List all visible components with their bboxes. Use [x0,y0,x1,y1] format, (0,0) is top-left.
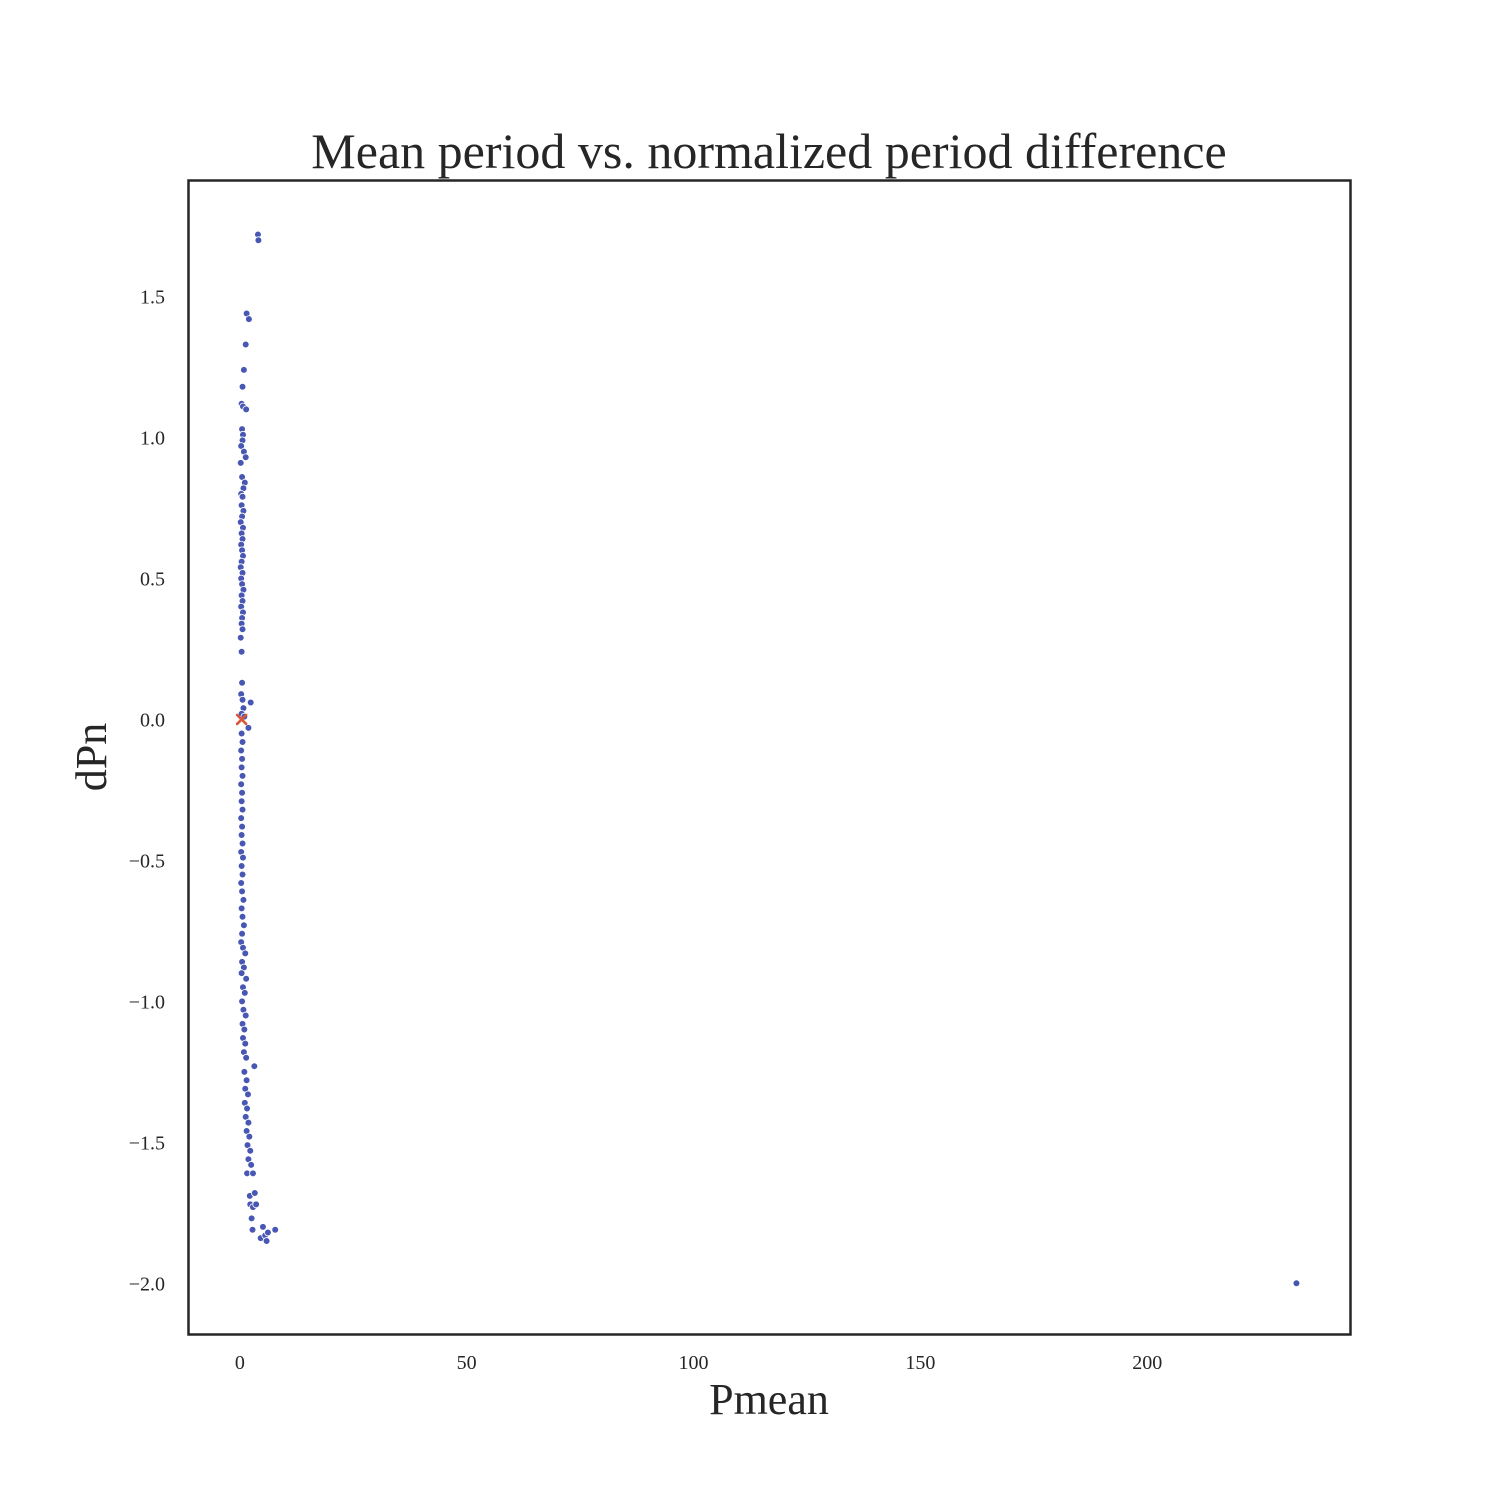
scatter-point [241,453,250,462]
scatter-point [241,1039,250,1048]
scatter-point [271,1225,280,1234]
scatter-point [248,1225,257,1234]
ticks-layer: 0 50 100 150 200 −2.0 −1.5 −1.0 −0.5 0.0 0.5 1.0 1.5 [129,287,1162,1374]
scatter-point [237,746,245,755]
scatter-point [238,738,247,746]
scatter-point [241,989,249,997]
scatter-point [239,896,248,904]
scatter-point [244,1090,252,1099]
scatter-point [242,1076,251,1085]
scatter-point [264,1228,272,1237]
scatter-point [247,1214,256,1223]
scatter-point [238,788,246,797]
scatter-point [247,1161,255,1169]
scatter-point [250,1062,259,1070]
scatter-point [237,879,245,887]
x-axis-label: Pmean [709,1375,829,1424]
scatter-point [238,625,247,634]
scatter-point [239,853,247,862]
x-tick-label: 200 [1132,1352,1162,1374]
y-tick-label: −0.5 [129,850,165,872]
y-tick-label: −1.5 [129,1132,165,1154]
scatter-point [238,678,246,687]
x-tick-label: 0 [235,1352,245,1374]
scatter-point [238,870,247,879]
scatter-point [237,831,246,839]
scatter-point [236,459,245,467]
x-tick-label: 150 [905,1352,935,1374]
scatter-point [244,724,253,732]
scatter-point [243,1104,251,1113]
scatter-point [238,382,247,391]
y-tick-label: −1.0 [129,991,165,1013]
scatter-point [249,1169,257,1178]
scatter-point [238,755,246,763]
scatter-point [238,997,246,1006]
scatter-point [237,969,246,977]
scatter-point [259,1223,267,1231]
scatter-point [254,236,263,245]
scatter-point [238,805,247,814]
scatter-point [237,797,246,805]
scatter-point [238,887,246,896]
scatter-point [240,1068,249,1076]
scatter-point [240,921,248,930]
scatter-point [237,862,246,870]
scatter-point [241,1011,250,1020]
scatter-point [238,772,247,780]
x-tick-label: 50 [457,1352,477,1374]
scatter-point [262,1237,271,1245]
scatter-point [238,822,246,831]
scatter-point [250,1189,259,1197]
y-axis-label: dPn [67,723,116,791]
y-tick-label: −2.0 [129,1273,165,1295]
scatter-point [245,315,253,323]
scatter-point [236,633,245,642]
scatter-point [246,698,255,707]
y-tick-label: 0.0 [140,709,165,731]
scatter-point [245,1132,254,1141]
scatter-point [237,780,245,789]
chart-title: Mean period vs. normalized period differ… [311,123,1226,179]
points-layer [235,230,1301,1288]
scatter-point [244,1118,253,1127]
scatter-point [240,366,248,374]
scatter-point [241,949,250,958]
y-tick-label: 1.0 [140,428,165,450]
scatter-point [242,974,250,983]
scatter-point [237,904,246,913]
x-tick-label: 100 [679,1352,709,1374]
scatter-point [246,1146,255,1155]
x-marker-point [235,713,248,726]
scatter-point [238,929,246,938]
scatter-point [237,647,246,656]
scatter-point [238,912,247,921]
scatter-point [237,763,246,772]
y-tick-label: 1.5 [140,287,165,309]
y-tick-label: 0.5 [140,568,165,590]
scatter-point [237,729,246,738]
plot-frame [187,179,1352,1336]
scatter-point [240,1025,249,1034]
scatter-point [237,814,245,822]
scatter-point [238,695,247,704]
scatter-point [242,1053,250,1062]
scatter-point [238,492,247,501]
scatter-point [242,405,250,414]
scatter-point [238,839,247,848]
scatter-point [241,340,250,349]
scatter-point [1292,1279,1301,1288]
scatter-point [252,1200,260,1209]
